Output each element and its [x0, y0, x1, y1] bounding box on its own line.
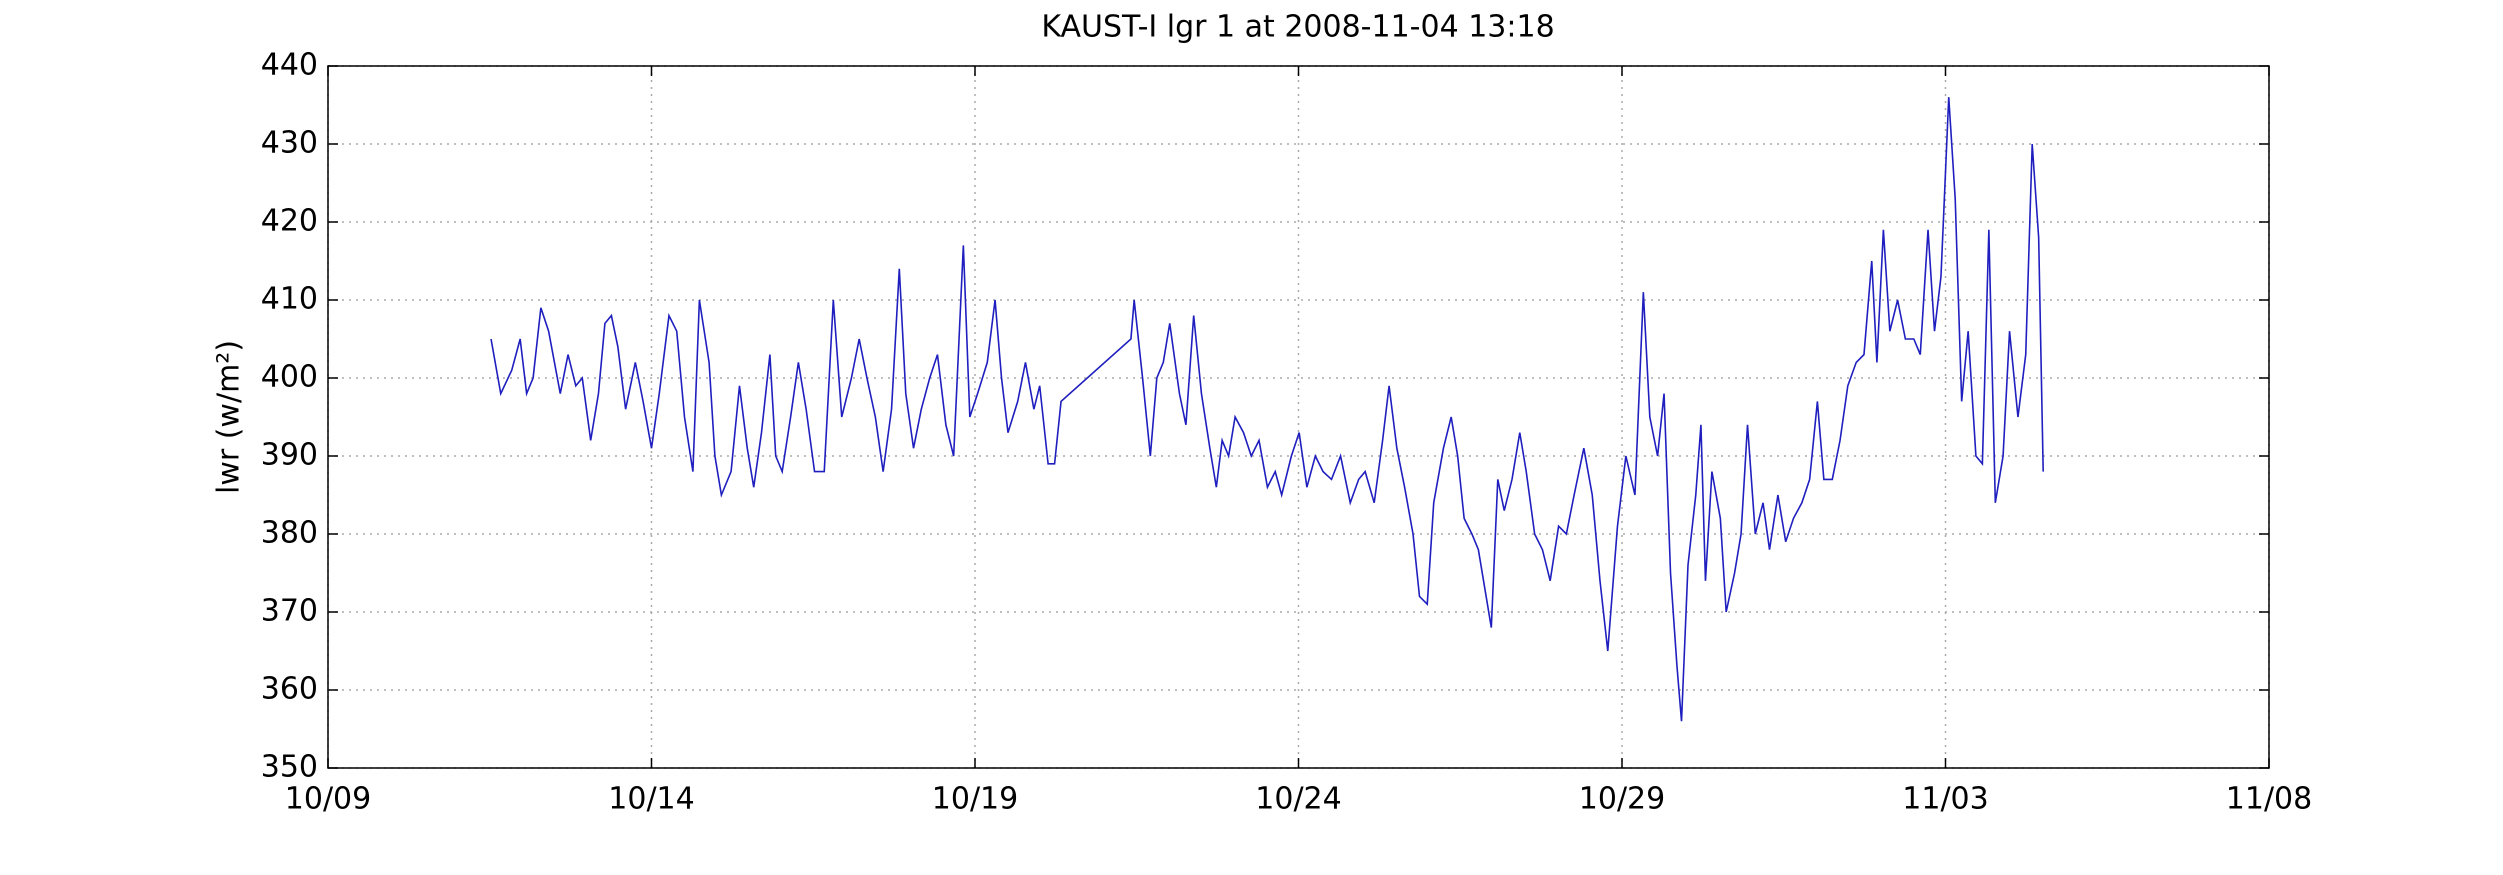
y-tick-label: 380 — [261, 516, 318, 551]
data-line — [490, 97, 2044, 722]
y-tick-label: 390 — [261, 438, 318, 473]
chart-title: KAUST-I lgr 1 at 2008-11-04 13:18 — [1041, 10, 1554, 45]
y-tick-label: 350 — [261, 750, 318, 785]
x-tick-label: 10/19 — [932, 782, 1018, 817]
x-tick-label: 10/09 — [285, 782, 371, 817]
x-tick-label: 11/08 — [2226, 782, 2312, 817]
y-tick-label: 440 — [261, 48, 318, 83]
y-tick-label: 360 — [261, 672, 318, 707]
plot-frame — [327, 65, 2270, 769]
y-axis-label: lwr (w/m²) — [212, 340, 247, 494]
x-tick-label: 10/24 — [1255, 782, 1341, 817]
x-tick-label: 10/29 — [1579, 782, 1665, 817]
y-tick-label: 430 — [261, 126, 318, 161]
y-tick-label: 370 — [261, 594, 318, 629]
x-tick-label: 10/14 — [608, 782, 694, 817]
y-tick-label: 400 — [261, 360, 318, 395]
x-tick-label: 11/03 — [1902, 782, 1988, 817]
y-tick-label: 420 — [261, 204, 318, 239]
y-tick-label: 410 — [261, 282, 318, 317]
